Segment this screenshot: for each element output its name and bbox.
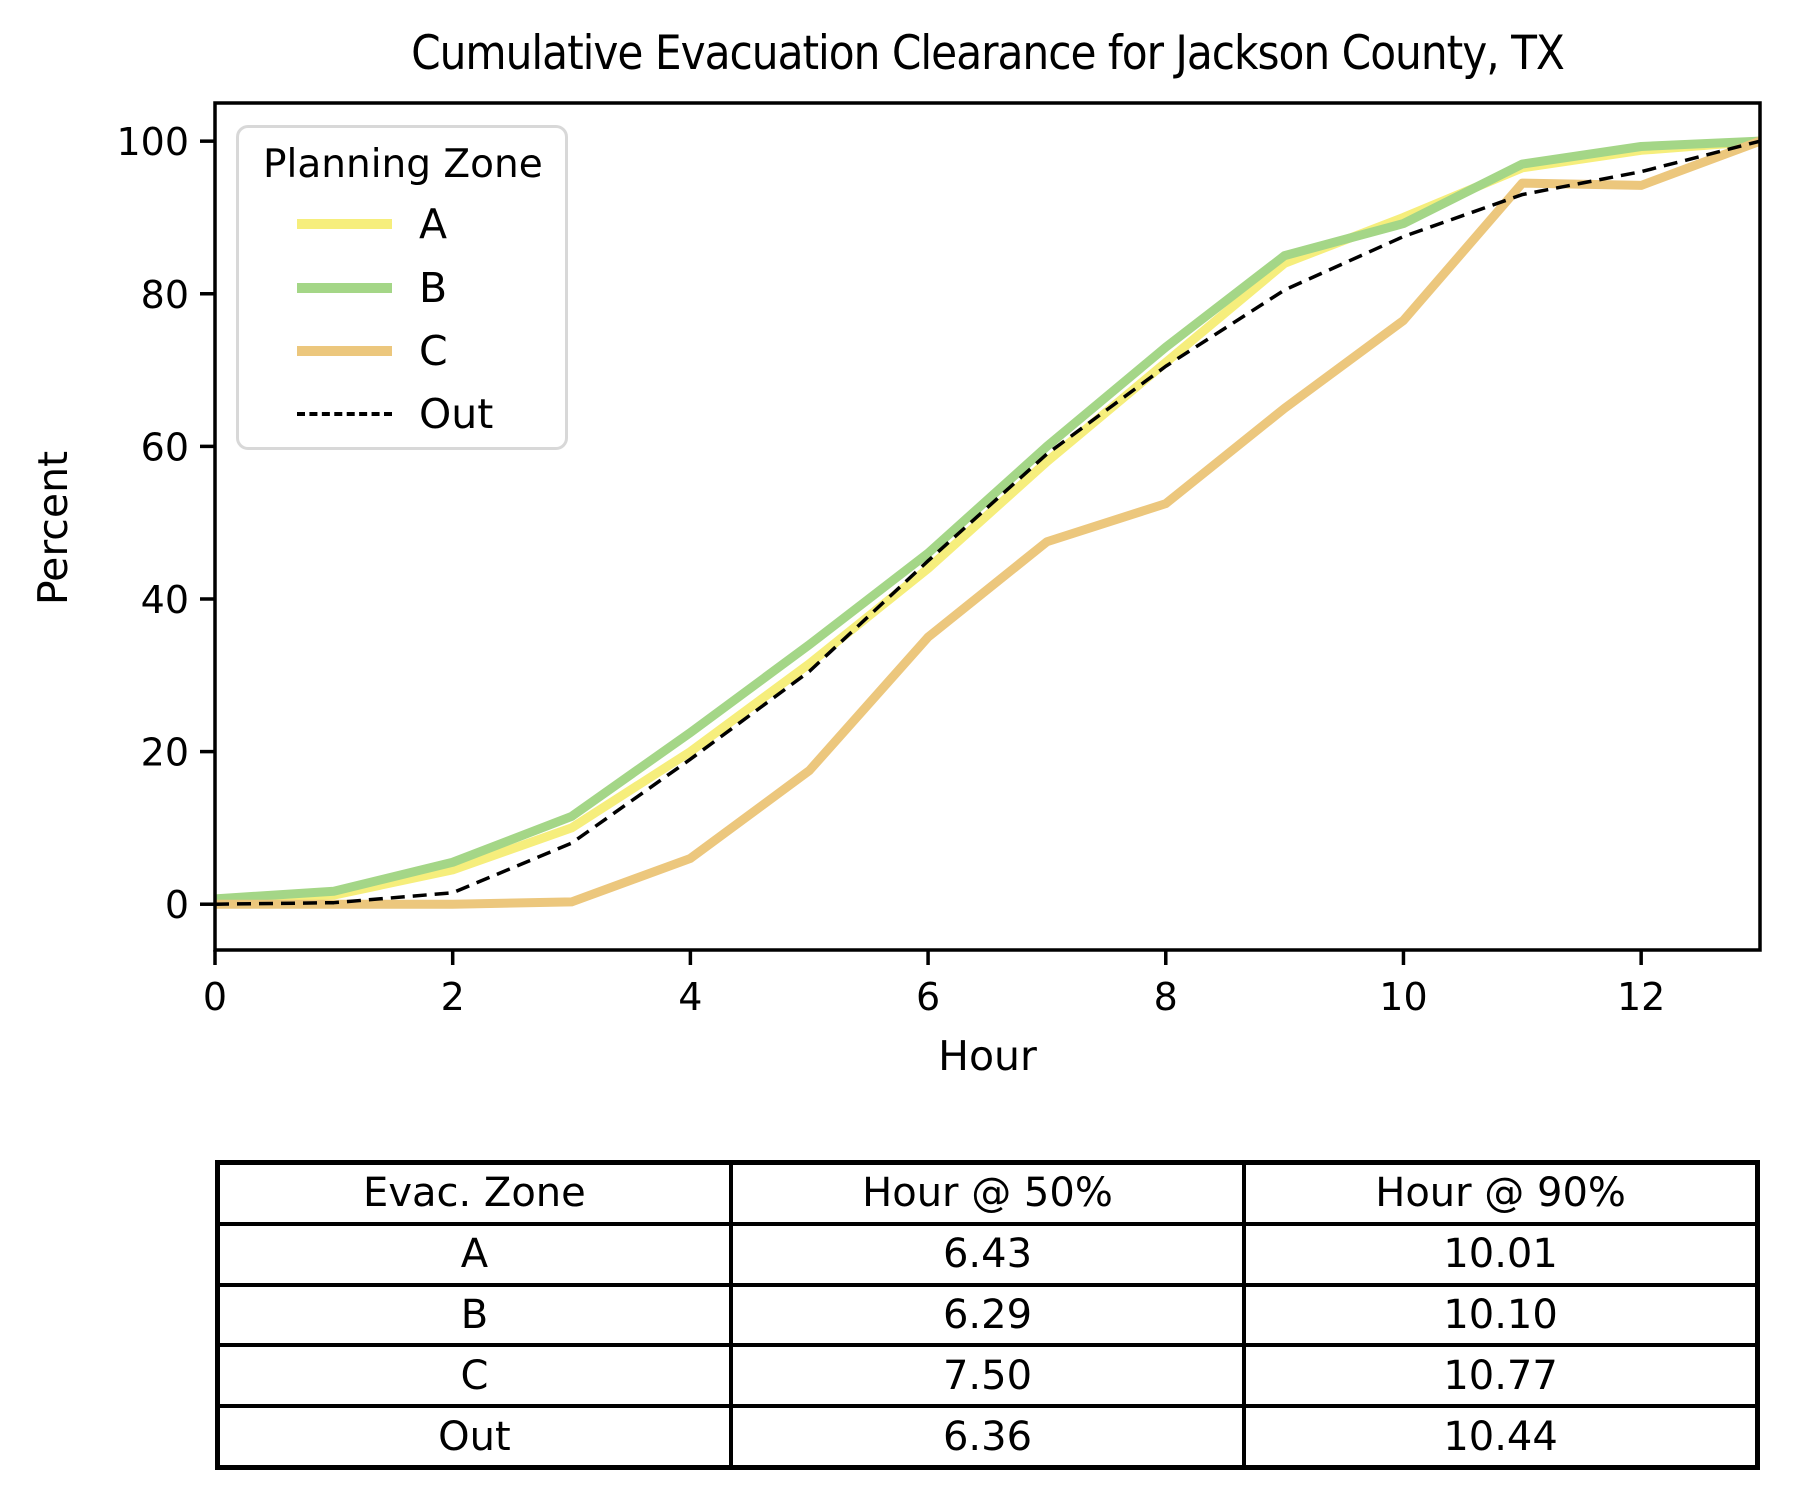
series-line-b [215,136,1760,904]
y-tick-label-0: 0 [165,883,189,927]
cell-a-h90: 10.01 [1242,1221,1760,1287]
table-header-row: Evac. Zone Hour @ 50% Hour @ 90% [215,1160,1760,1226]
series-c-swatch [297,326,392,376]
legend-item-c: C [239,326,565,376]
table-row-c: C 7.50 10.77 [215,1343,1760,1409]
y-axis-ticks: 0 20 40 60 80 100 [116,120,215,927]
series-line-c [215,136,1760,909]
y-tick-label-100: 100 [116,120,189,164]
y-tick-label-80: 80 [141,273,189,317]
cell-out-h50: 6.36 [728,1404,1247,1470]
series-a-swatch [297,199,392,249]
y-tick-label-60: 60 [141,425,189,469]
x-axis-ticks: 0 2 4 6 8 10 12 [203,950,1665,1019]
x-tick-label-6: 6 [916,975,940,1019]
series-out-swatch [297,389,392,439]
legend-item-b: B [239,263,565,313]
x-tick-label-12: 12 [1617,975,1665,1019]
series-b-swatch [297,263,392,313]
plot-frame [213,101,1762,952]
y-axis-label: Percent [29,450,77,606]
legend-label-a: A [419,200,448,248]
cell-b-zone: B [215,1282,733,1348]
legend-title: Planning Zone [263,142,543,187]
header-hour-50: Hour @ 50% [728,1160,1247,1226]
x-axis-label: Hour [938,1032,1037,1080]
clearance-summary-table: Evac. Zone Hour @ 50% Hour @ 90% A 6.43 … [215,1160,1760,1470]
y-tick-label-20: 20 [141,731,189,775]
cell-c-h90: 10.77 [1242,1343,1760,1409]
cell-out-h90: 10.44 [1242,1404,1760,1470]
y-tick-label-40: 40 [141,578,189,622]
cell-c-h50: 7.50 [728,1343,1247,1409]
cell-a-h50: 6.43 [728,1221,1247,1287]
cell-a-zone: A [215,1221,733,1287]
x-tick-label-4: 4 [678,975,702,1019]
table-row-out: Out 6.36 10.44 [215,1404,1760,1470]
table-row-b: B 6.29 10.10 [215,1282,1760,1348]
legend: Planning Zone A B C Out [236,125,568,450]
legend-item-a: A [239,199,565,249]
x-tick-label-2: 2 [441,975,465,1019]
legend-label-c: C [419,327,448,375]
x-tick-label-8: 8 [1154,975,1178,1019]
header-hour-90: Hour @ 90% [1242,1160,1760,1226]
cell-b-h90: 10.10 [1242,1282,1760,1348]
clearance-line-chart: 0 2 4 6 8 10 12 0 20 40 60 80 100 [116,101,1762,1019]
legend-label-out: Out [419,390,494,438]
legend-label-b: B [419,264,448,312]
cell-out-zone: Out [215,1404,733,1470]
cell-c-zone: C [215,1343,733,1409]
cell-b-h50: 6.29 [728,1282,1247,1348]
x-tick-label-10: 10 [1379,975,1427,1019]
legend-item-out: Out [239,389,565,439]
chart-title: Cumulative Evacuation Clearance for Jack… [411,26,1565,81]
series-lines [215,136,1760,909]
table-row-a: A 6.43 10.01 [215,1221,1760,1287]
header-evac-zone: Evac. Zone [215,1160,733,1226]
series-line-out [215,139,1760,906]
x-tick-label-0: 0 [203,975,227,1019]
